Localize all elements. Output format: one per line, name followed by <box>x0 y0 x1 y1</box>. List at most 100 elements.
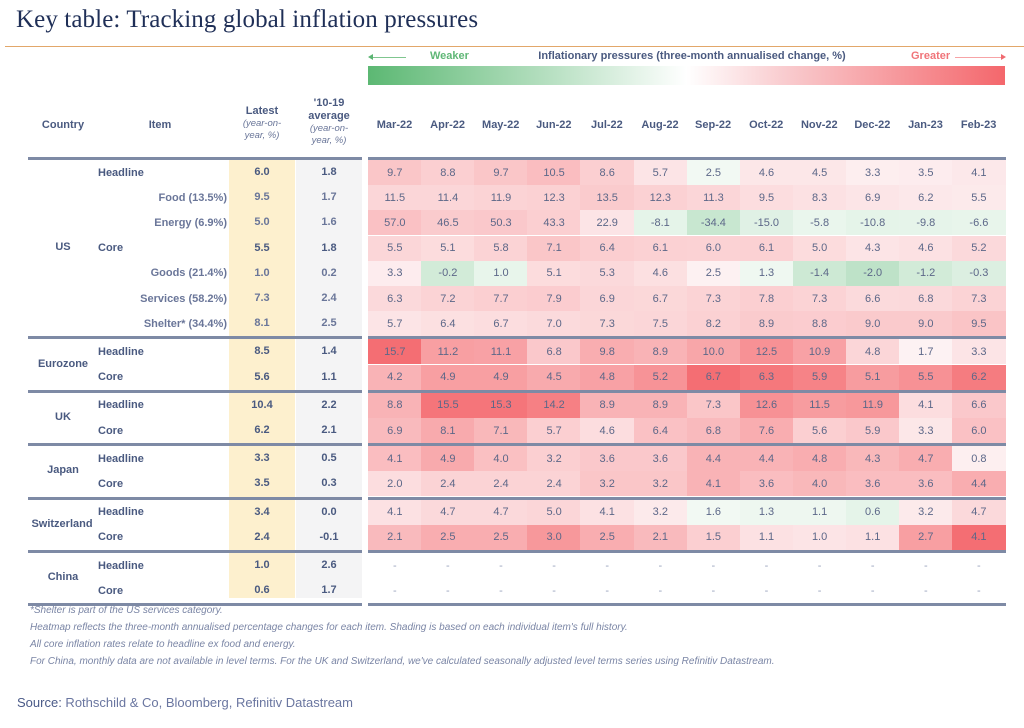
heatmap-cell: 5.0 <box>792 235 847 261</box>
average-column-bg <box>296 160 362 598</box>
heatmap-cell: 6.3 <box>368 286 422 311</box>
average-value: 1.7 <box>321 191 337 204</box>
header-average: '10-19 average (year-on-year, %) <box>301 97 357 147</box>
row-item-label: Headline <box>98 452 144 465</box>
latest-value: 6.2 <box>254 424 270 436</box>
heatmap-cell: 3.2 <box>527 446 581 472</box>
heatmap-cell: 6.7 <box>686 364 741 390</box>
row-item-label: Energy (6.9%) <box>154 216 227 229</box>
heatmap-cell: 8.2 <box>686 311 741 337</box>
country-label: Japan <box>47 464 79 477</box>
average-value: 1.7 <box>321 584 337 597</box>
heatmap-cell: 6.9 <box>368 418 422 443</box>
heatmap-cell: 1.0 <box>792 524 847 550</box>
average-value: 0.0 <box>321 505 337 518</box>
heatmap-cell: 1.1 <box>792 499 847 525</box>
average-value: 0.3 <box>321 477 337 490</box>
heatmap-cell: 5.6 <box>792 418 847 443</box>
legend-title: Inflationary pressures (three-month annu… <box>538 50 846 62</box>
heatmap-cell: 4.8 <box>845 339 900 365</box>
heatmap-cell: 2.0 <box>368 471 422 497</box>
heatmap-cell: 1.3 <box>739 499 794 525</box>
heatmap-cell: 8.3 <box>792 185 847 211</box>
row-item-label: Shelter* (34.4%) <box>143 317 227 330</box>
group-divider <box>368 336 1006 340</box>
heatmap-cell: 5.7 <box>633 160 688 185</box>
heatmap-cell: 5.5 <box>368 235 422 261</box>
heatmap-cell: 2.5 <box>421 524 475 550</box>
heatmap-cell: 6.7 <box>474 311 528 337</box>
heatmap-cell: 15.7 <box>368 339 422 365</box>
month-header: Dec-22 <box>854 119 891 131</box>
arrow-left-icon <box>368 54 406 60</box>
country-label: China <box>47 571 79 584</box>
heatmap-cell: 4.4 <box>952 471 1006 497</box>
group-divider <box>28 157 362 160</box>
row-item-label: Headline <box>98 345 144 358</box>
page-title: Key table: Tracking global inflation pre… <box>16 6 479 33</box>
heatmap-cell: 5.1 <box>527 260 581 286</box>
heatmap-cell: 15.5 <box>421 392 475 418</box>
group-divider <box>28 336 362 340</box>
average-value: 1.6 <box>321 216 337 229</box>
heatmap-cell: 11.5 <box>792 392 847 418</box>
latest-column-bg <box>229 160 295 598</box>
heatmap-cell: 7.3 <box>952 286 1006 311</box>
heatmap-cell: 2.4 <box>474 471 528 497</box>
month-header: Apr-22 <box>430 119 466 131</box>
heatmap-cell: 3.3 <box>845 160 900 185</box>
group-divider <box>28 443 362 447</box>
heatmap-cell: 5.9 <box>792 364 847 390</box>
heatmap-cell: 11.3 <box>686 185 741 211</box>
heatmap-cell: 5.0 <box>527 499 581 525</box>
heatmap-cell: -2.0 <box>845 260 900 286</box>
heatmap-cell: 2.1 <box>368 524 422 550</box>
heatmap-cell: 3.2 <box>580 471 634 497</box>
heatmap-cell: 0.6 <box>845 499 900 525</box>
heatmap-cell: 4.7 <box>952 499 1006 525</box>
latest-value: 0.6 <box>254 584 270 597</box>
month-header: Jan-23 <box>908 119 943 131</box>
heatmap-cell: - <box>845 553 900 578</box>
heatmap-cell: - <box>633 553 688 578</box>
heatmap-cell: - <box>739 553 794 578</box>
header-latest-sub: (year-on-year, %) <box>242 118 282 141</box>
row-item-label: Core <box>98 424 124 437</box>
legend-greater-label: Greater <box>911 50 951 62</box>
heatmap-cell: 57.0 <box>368 210 422 236</box>
heatmap-cell: 8.9 <box>739 311 794 337</box>
heatmap-cell: 4.6 <box>580 418 634 443</box>
latest-value: 1.0 <box>254 559 270 571</box>
header-latest: Latest (year-on-year, %) <box>236 105 288 142</box>
heatmap-cell: 7.3 <box>686 392 741 418</box>
source-line: Source: Rothschild & Co, Bloomberg, Refi… <box>17 695 353 710</box>
row-item-label: Core <box>98 371 124 384</box>
arrow-right-icon <box>955 54 1006 60</box>
heatmap-cell: 2.5 <box>580 524 634 550</box>
heatmap-cell: 6.3 <box>739 364 794 390</box>
heatmap-cell: 4.8 <box>580 364 634 390</box>
heatmap-cell: 3.2 <box>633 471 688 497</box>
heatmap-cell: 6.6 <box>845 286 900 311</box>
heatmap-cell: 2.1 <box>633 524 688 550</box>
group-divider <box>368 443 1006 447</box>
row-item-label: Headline <box>98 166 144 179</box>
heatmap-cell: 4.9 <box>421 364 475 390</box>
heatmap-cell: 4.7 <box>899 446 953 472</box>
heatmap-cell: 4.6 <box>739 160 794 185</box>
heatmap-cell: - <box>792 578 847 604</box>
heatmap-cell: 7.0 <box>527 311 581 337</box>
heatmap-cell: 3.6 <box>899 471 953 497</box>
group-divider <box>28 603 362 607</box>
heatmap-cell: 5.2 <box>952 235 1006 261</box>
row-item-label: Core <box>98 531 124 544</box>
heatmap-cell: 7.6 <box>739 418 794 443</box>
heatmap-cell: - <box>368 578 422 604</box>
footnote: For China, monthly data are not availabl… <box>30 656 775 667</box>
heatmap-cell: 5.5 <box>952 185 1006 211</box>
heatmap-cell: 4.5 <box>527 364 581 390</box>
heatmap-cell: 4.9 <box>474 364 528 390</box>
heatmap-cell: 12.6 <box>739 392 794 418</box>
heatmap-cell: 3.2 <box>899 499 953 525</box>
heatmap-cell: 2.5 <box>474 524 528 550</box>
